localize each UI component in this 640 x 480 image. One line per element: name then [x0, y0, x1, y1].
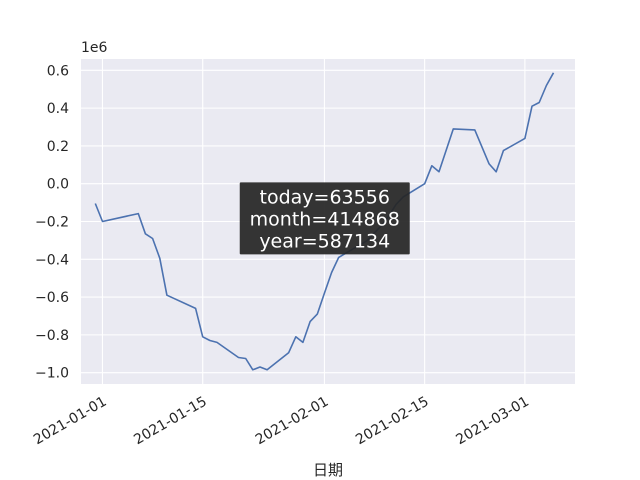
y-tick-label: −0.8 [35, 328, 69, 344]
y-tick-label: 0.0 [47, 177, 69, 193]
x-axis-ticks: 2021-01-01 2021-01-15 2021-02-01 2021-02-15… [31, 394, 532, 449]
x-tick-label: 2021-02-01 [253, 394, 331, 449]
y-tick-label: −0.2 [35, 215, 69, 231]
y-tick-label: 0.6 [47, 63, 69, 79]
x-tick-label: 2021-01-01 [31, 394, 109, 449]
y-tick-label: −0.4 [35, 252, 69, 268]
series-line-group [94, 72, 555, 371]
tooltip-today-value: today=63556 [260, 186, 390, 208]
y-tick-label: −0.6 [35, 290, 69, 306]
series-line [94, 72, 555, 371]
hover-tooltip: today=63556 month=414868 year=587134 [239, 182, 410, 255]
x-tick-label: 2021-02-15 [353, 394, 431, 449]
y-tick-label: 0.4 [47, 101, 69, 117]
x-tick-label: 2021-01-15 [131, 394, 209, 449]
tooltip-year-value: year=587134 [259, 230, 390, 252]
y-axis-ticks: 0.6 0.4 0.2 0.0 −0.2 −0.4 −0.6 −0.8 −1.0 [35, 63, 69, 381]
x-axis-label: 日期 [313, 461, 343, 479]
tooltip-month-value: month=414868 [250, 208, 400, 230]
y-tick-label: −1.0 [35, 366, 69, 382]
tooltip-background [239, 182, 410, 255]
x-tick-label: 2021-03-01 [453, 394, 531, 449]
y-tick-label: 0.2 [47, 139, 69, 155]
y-offset-label: 1e6 [81, 40, 108, 56]
